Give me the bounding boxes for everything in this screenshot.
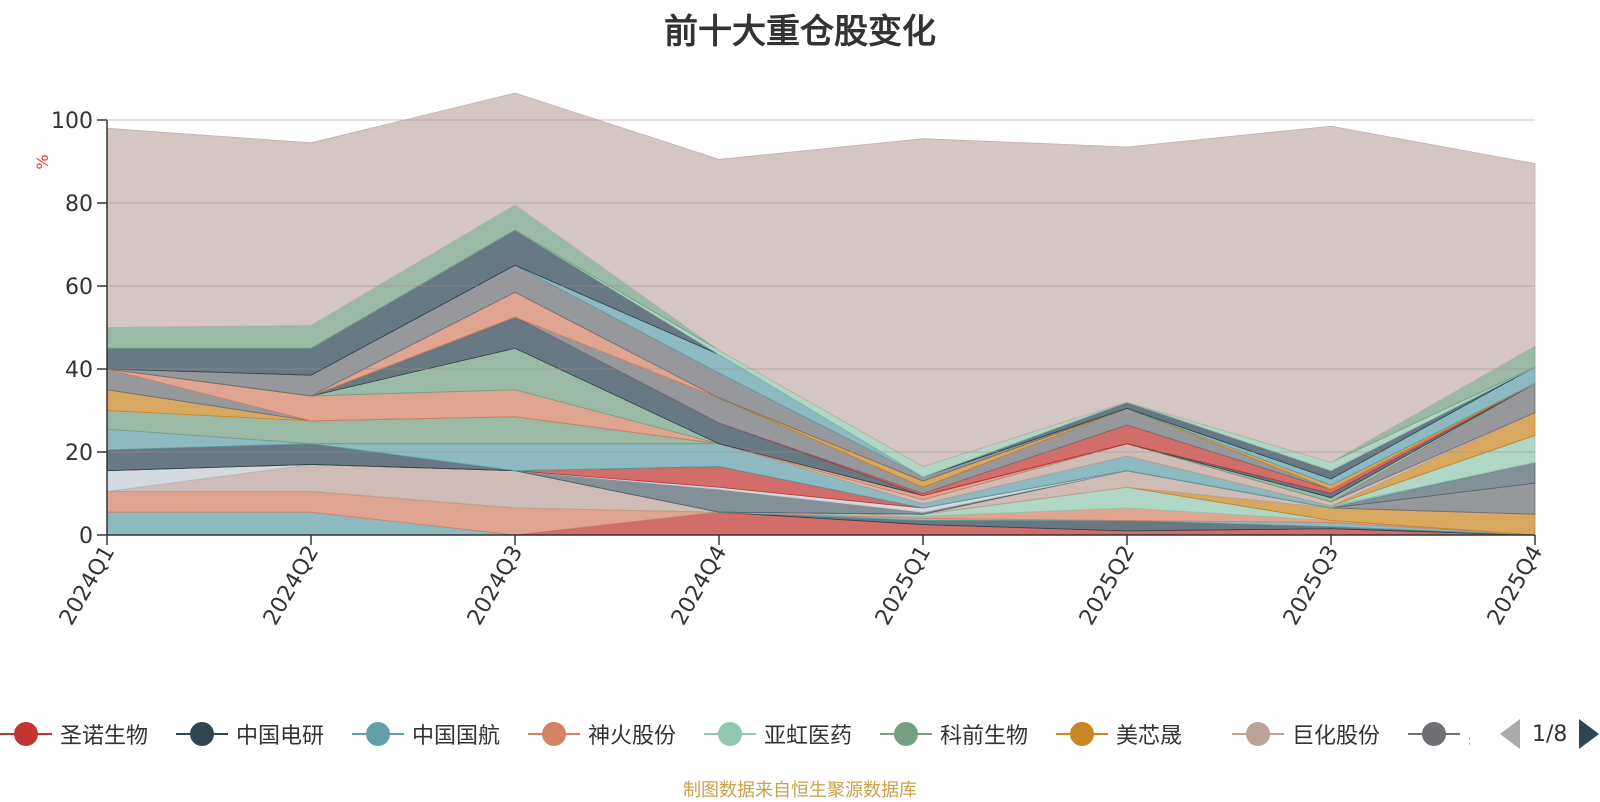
legend-dot-icon	[1070, 722, 1094, 746]
gridlines	[107, 119, 1535, 453]
legend-marker-icon	[1232, 722, 1284, 746]
source-note: 制图数据来自恒生聚源数据库	[683, 780, 917, 801]
chart-plot: 0 20 40 60 80 100 2024Q1 2024Q2 2024Q3 2024Q4 2025…	[33, 92, 1548, 630]
legend-label: 中国国航	[412, 724, 501, 749]
x-tick-label: 2024Q2	[259, 542, 324, 630]
y-tick-label: 80	[65, 192, 93, 217]
y-tick-label: 20	[65, 441, 93, 466]
legend-dot-icon	[366, 722, 390, 746]
legend-label: 圣诺生物	[60, 724, 149, 749]
y-tick-label: 0	[79, 524, 93, 549]
legend-label: 神火股份	[588, 724, 677, 749]
legend-marker-icon	[880, 722, 932, 746]
legend-dot-icon	[894, 722, 918, 746]
legend-dot-icon	[190, 722, 214, 746]
y-tick-label: 100	[51, 109, 93, 134]
legend-label: 中国电研	[236, 724, 325, 749]
legend-marker-icon	[704, 722, 756, 746]
legend-item[interactable]: 美芯晟	[1056, 712, 1182, 756]
x-tick-label: 2025Q4	[1483, 542, 1548, 630]
x-tick-label: 2025Q2	[1075, 542, 1140, 630]
legend-dot-icon	[14, 722, 38, 746]
legend-item[interactable]: 中国国航	[352, 712, 500, 756]
legend-marker-icon	[0, 722, 52, 746]
legend-dot-icon	[718, 722, 742, 746]
legend: 圣诺生物 中国电研 中国国航 神火股份 亚虹医药 科前生物 美芯晟 巨化股份 星宇股份	[0, 712, 1600, 756]
y-tick-label: 60	[65, 275, 93, 300]
x-tick-label: 2024Q4	[667, 542, 732, 630]
legend-label: 巨化股份	[1292, 724, 1381, 749]
area-series-33	[106, 92, 1536, 467]
legend-page-indicator: 1/8	[1532, 721, 1568, 747]
legend-label: 美芯晟	[1116, 724, 1183, 749]
legend-item[interactable]: 亚虹医药	[704, 712, 852, 756]
legend-item[interactable]: 圣诺生物	[0, 712, 148, 756]
legend-dot-icon	[542, 722, 566, 746]
legend-marker-icon	[528, 722, 580, 746]
y-tick-label: 40	[65, 358, 93, 383]
x-tick-label: 2024Q3	[463, 542, 528, 630]
legend-items-viewport: 圣诺生物 中国电研 中国国航 神火股份 亚虹医药 科前生物 美芯晟 巨化股份 星宇股份	[0, 712, 1470, 756]
legend-item[interactable]: 科前生物	[880, 712, 1028, 756]
legend-label: 科前生物	[940, 724, 1029, 749]
legend-prev-page-icon[interactable]	[1500, 719, 1520, 749]
x-tick-label: 2024Q1	[55, 542, 120, 630]
y-axis-unit-label: %	[33, 154, 52, 169]
legend-dot-icon	[1422, 722, 1446, 746]
legend-label: 亚虹医药	[764, 724, 853, 749]
legend-marker-icon	[352, 722, 404, 746]
x-tick-label: 2025Q3	[1279, 542, 1344, 630]
legend-marker-icon	[176, 722, 228, 746]
legend-label: 星宇股份	[1468, 718, 1470, 750]
legend-item[interactable]: 巨化股份	[1232, 712, 1380, 756]
x-tick-label: 2025Q1	[871, 542, 936, 630]
chart-title: 前十大重仓股变化	[664, 12, 936, 52]
legend-marker-icon	[1056, 722, 1108, 746]
legend-item[interactable]: 神火股份	[528, 712, 676, 756]
legend-next-page-icon[interactable]	[1579, 719, 1600, 749]
legend-item[interactable]: 中国电研	[176, 712, 324, 756]
legend-pager: 1/8	[1500, 712, 1600, 756]
legend-item[interactable]: 星宇股份	[1408, 712, 1470, 756]
area-series-layer	[106, 92, 1536, 536]
legend-marker-icon	[1408, 722, 1460, 746]
legend-dot-icon	[1246, 722, 1270, 746]
